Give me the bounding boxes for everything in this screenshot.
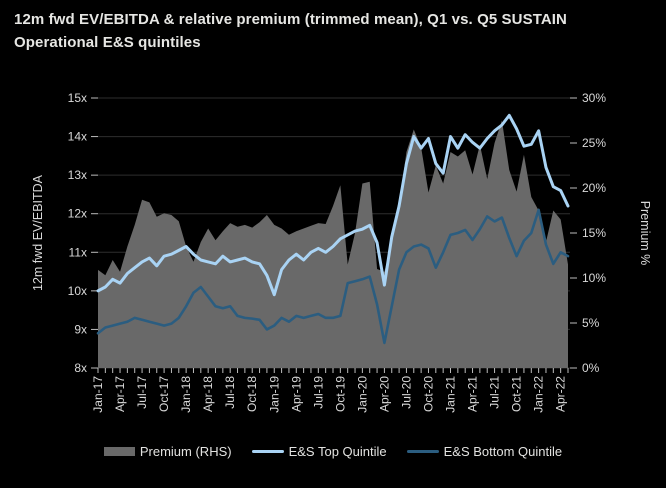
- right-axis-tick-label: 0%: [582, 361, 600, 375]
- right-axis-tick-label: 10%: [582, 271, 606, 285]
- premium-area-swatch: [103, 447, 135, 456]
- top-quintile-line-swatch: [251, 450, 284, 453]
- right-axis-tick-label: 25%: [582, 136, 606, 150]
- x-axis-tick-label: Jan-20: [355, 376, 369, 413]
- chart-title: 12m fwd EV/EBITDA & relative premium (tr…: [14, 11, 567, 51]
- left-axis-tick-label: 8x: [74, 361, 87, 375]
- x-axis-tick-label: Jul-21: [488, 376, 502, 409]
- left-axis-tick-label: 11x: [69, 245, 87, 259]
- chart-legend: Premium (RHS) E&S Top Quintile E&S Botto…: [0, 444, 666, 459]
- legend-item-top-quintile: E&S Top Quintile: [251, 444, 387, 459]
- legend-item-premium: Premium (RHS): [103, 444, 232, 459]
- x-axis-tick-label: Oct-18: [245, 376, 259, 412]
- x-axis-tick-label: Oct-17: [157, 376, 171, 412]
- top-quintile-line: [96, 113, 570, 297]
- x-axis-tick-label: Apr-20: [377, 376, 391, 412]
- left-axis-tick-label: 14x: [68, 130, 87, 144]
- left-axis-title: 12m fwd EV/EBITDA: [31, 174, 45, 291]
- legend-label: E&S Top Quintile: [288, 444, 387, 459]
- right-axis-tick-label: 5%: [582, 316, 600, 330]
- x-axis-tick-label: Jan-22: [532, 376, 546, 413]
- x-axis-tick-label: Oct-19: [333, 376, 347, 412]
- x-axis-tick-label: Jan-21: [444, 376, 458, 413]
- right-axis-tick-label: 20%: [582, 181, 606, 195]
- x-axis-tick-label: Jul-18: [223, 376, 237, 409]
- x-axis-tick-label: Jan-17: [91, 376, 105, 413]
- bottom-quintile-line-swatch: [406, 450, 439, 453]
- left-axis-tick-label: 10x: [68, 284, 87, 298]
- x-axis-tick-label: Jul-20: [399, 376, 413, 409]
- bottom-quintile-line: [96, 208, 570, 345]
- left-axis-tick-label: 9x: [74, 322, 87, 336]
- x-axis-tick-label: Jul-17: [135, 376, 149, 409]
- x-axis-tick-label: Apr-19: [289, 376, 303, 412]
- right-axis-tick-label: 30%: [582, 91, 606, 105]
- x-axis-tick-label: Jan-18: [179, 376, 193, 413]
- legend-label: Premium (RHS): [139, 444, 232, 459]
- x-axis-tick-label: Jul-19: [311, 376, 325, 409]
- right-axis-tick-label: 15%: [582, 226, 606, 240]
- x-axis-tick-label: Apr-21: [466, 376, 480, 412]
- right-axis-title: Premium %: [638, 201, 652, 266]
- x-axis-tick-label: Apr-18: [201, 376, 215, 412]
- legend-item-bottom-quintile: E&S Bottom Quintile: [406, 444, 563, 459]
- premium-area-series: [98, 120, 568, 368]
- left-axis-tick-label: 13x: [68, 168, 87, 182]
- x-axis-tick-label: Jan-19: [267, 376, 281, 413]
- x-axis-tick-label: Apr-22: [554, 376, 568, 412]
- left-axis-tick-label: 12x: [68, 207, 87, 221]
- left-axis-tick-label: 15x: [68, 91, 87, 105]
- legend-label: E&S Bottom Quintile: [443, 444, 563, 459]
- x-axis-tick-label: Oct-20: [421, 376, 435, 412]
- x-axis-tick-label: Oct-21: [510, 376, 524, 412]
- x-axis-tick-label: Apr-17: [113, 376, 127, 412]
